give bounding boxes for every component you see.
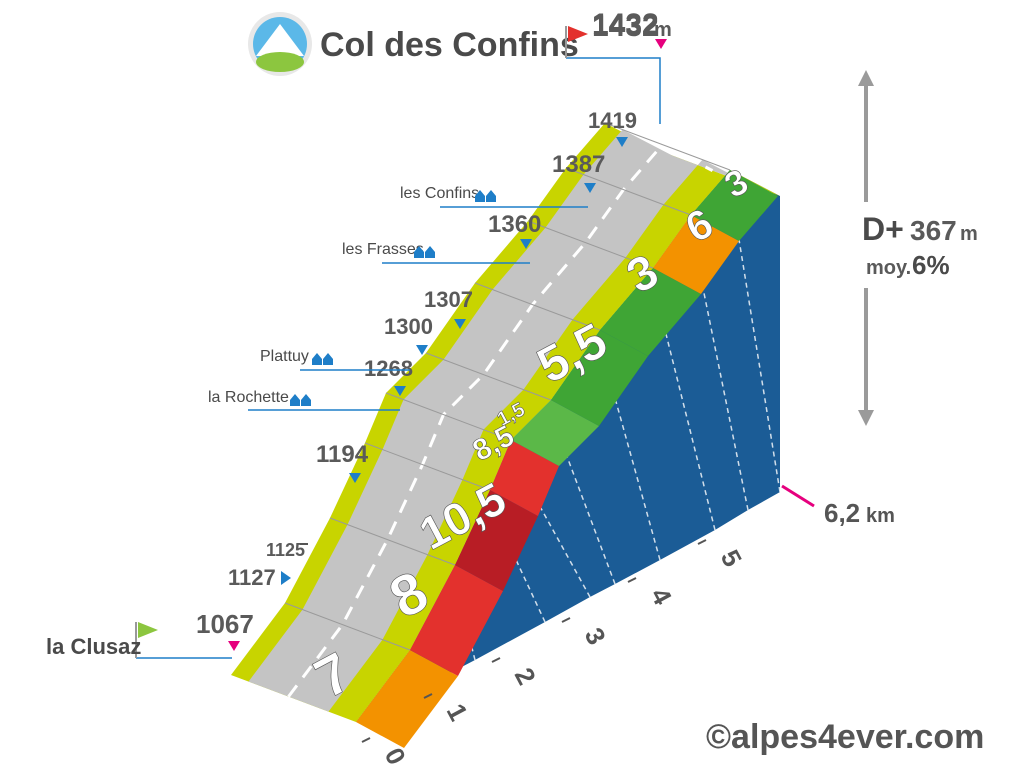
km-divider-line [729,183,781,493]
gradient-segment [490,440,559,516]
place-label: Plattuy [260,348,309,365]
altitude-label: 1307 [424,287,473,312]
road-centre-line [287,142,714,698]
altitude-label: 1268 [364,356,413,381]
avg-value: 6% [912,250,950,280]
avg-label: moy. [866,257,911,279]
altitude-marker [394,386,406,396]
road-segment-divider [527,220,654,269]
watermark: ©alpes4ever.com [706,718,984,756]
distance-pointer [781,484,815,508]
start-flag-icon [138,622,158,638]
gradient-segment [600,268,701,356]
gain-unit: m [960,223,978,245]
km-tick-mark [627,577,637,583]
km-tick-mark [561,617,571,623]
km-divider-line [599,343,661,561]
title-logo-icon [248,12,312,76]
altitude-marker [416,345,428,355]
gradient-segment [356,650,458,748]
altitude-label: 1127 [228,565,276,590]
house-icon [414,246,435,258]
km-tick-label: 5 [715,545,748,572]
altitude-label: 1360 [488,211,541,238]
gradient-segment [455,490,538,591]
gain-label: D+ [862,211,904,247]
km-tick-label: 0 [379,743,412,768]
road-segment-divider [364,442,491,491]
altitude-marker [520,239,532,249]
house-icon [312,353,333,365]
arrow-up-head [858,70,874,86]
km-divider-line [652,281,716,531]
altitude-label: 1432 [592,8,659,41]
km-tick-label: 4 [645,583,679,610]
distance-unit: km [866,505,895,527]
km-tick-label: 3 [579,623,612,650]
start-name: la Clusaz [46,634,141,659]
logo-meadow [256,52,304,72]
road-segment-divider [565,167,692,216]
summit-unit: m [654,19,672,41]
altitude-marker [616,137,628,147]
altitude-marker [454,319,466,329]
altitude-label: 1067 [196,609,254,639]
gradient-segment [410,565,503,676]
place-label: les Frasses [342,241,424,258]
gradient-segment [653,215,739,294]
km-divider-line [550,413,616,585]
altitude-marker [655,39,667,49]
road-segment-divider [385,392,512,441]
km-tick-label: 1 [441,699,474,726]
km-tick-mark [423,693,433,699]
road-segment-divider [474,282,601,331]
distance-value: 6,2 [824,498,860,528]
altitude-label: 1419 [588,108,637,133]
altitude-marker [281,571,291,585]
gain-value: 367 [910,215,957,246]
altitude-marker [584,183,596,193]
km-tick-label: 2 [509,663,542,690]
place-label: les Confins [400,185,479,202]
summit-leader-line [566,57,661,124]
altitude-marker [228,641,240,651]
road-segment-divider [329,517,456,566]
summit-flag-icon [568,26,588,42]
km-tick-mark [361,737,371,743]
altitude-label: 1194 [316,441,369,468]
stats-background [846,202,986,288]
summit-altitude: 1432 [592,10,659,43]
place-label: la Rochette [208,389,289,406]
road-segment-divider [284,602,411,651]
gradient-segment [551,330,648,426]
km-tick-mark [491,657,501,663]
house-icon [475,190,496,202]
altitude-label: 1387 [552,151,605,178]
road-segment-divider [604,122,731,171]
altitude-label: 1125 [266,540,305,560]
km-tick-mark [697,539,707,545]
gradient-segment [691,170,778,241]
altitude-marker [349,473,361,483]
house-icon [290,394,311,406]
altitude-label: 1300 [384,314,433,339]
page-title: Col des Confins [320,26,579,64]
gradient-segment [511,400,599,466]
arrow-down-head [858,410,874,426]
logo-mountain [256,24,304,56]
road-segment-divider [425,352,552,401]
